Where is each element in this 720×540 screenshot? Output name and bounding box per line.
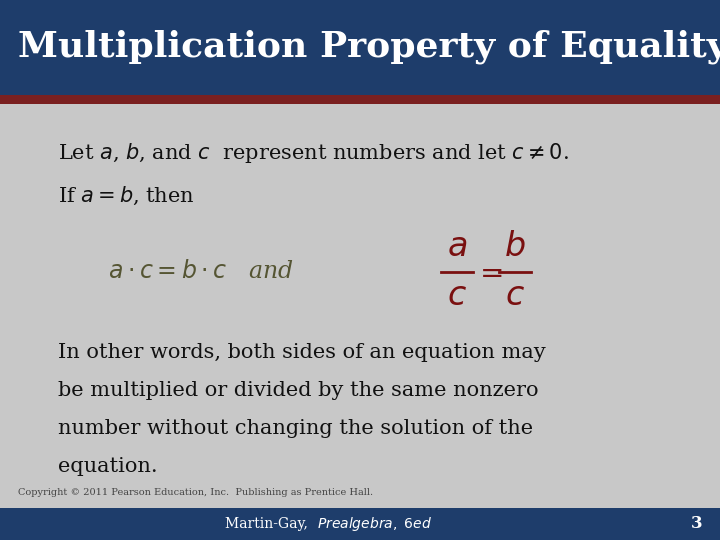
Text: If $a = b$, then: If $a = b$, then: [58, 185, 194, 207]
Text: $\mathbf{\it{c}}$: $\mathbf{\it{c}}$: [447, 280, 467, 312]
Text: $\mathbf{\it{b}}$: $\mathbf{\it{b}}$: [504, 231, 526, 264]
Text: 3: 3: [690, 515, 702, 532]
Text: $\mathbf{\it{a}}$: $\mathbf{\it{a}}$: [447, 231, 467, 264]
Bar: [0, 508, 720, 540]
Text: $\mathbf{\it{c}}$: $\mathbf{\it{c}}$: [505, 280, 525, 312]
Text: equation.: equation.: [58, 456, 157, 476]
Text: number without changing the solution of the: number without changing the solution of …: [58, 418, 533, 438]
Text: Copyright © 2011 Pearson Education, Inc.  Publishing as Prentice Hall.: Copyright © 2011 Pearson Education, Inc.…: [18, 488, 373, 497]
Text: In other words, both sides of an equation may: In other words, both sides of an equatio…: [58, 343, 545, 362]
Bar: [0, 94, 720, 104]
Text: be multiplied or divided by the same nonzero: be multiplied or divided by the same non…: [58, 381, 538, 400]
Text: $\it{Prealgebra, \ 6ed}$: $\it{Prealgebra, \ 6ed}$: [317, 515, 432, 533]
Text: Multiplication Property of Equality: Multiplication Property of Equality: [18, 30, 720, 64]
Text: $a \cdot c = b \cdot c$   and: $a \cdot c = b \cdot c$ and: [108, 260, 294, 283]
Text: Martin-Gay,: Martin-Gay,: [225, 517, 317, 531]
Bar: [0, 0, 720, 94]
Text: Let $a$, $b$, and $c$  represent numbers and let $c \neq 0$.: Let $a$, $b$, and $c$ represent numbers …: [58, 141, 568, 165]
Text: $=$: $=$: [474, 258, 503, 286]
